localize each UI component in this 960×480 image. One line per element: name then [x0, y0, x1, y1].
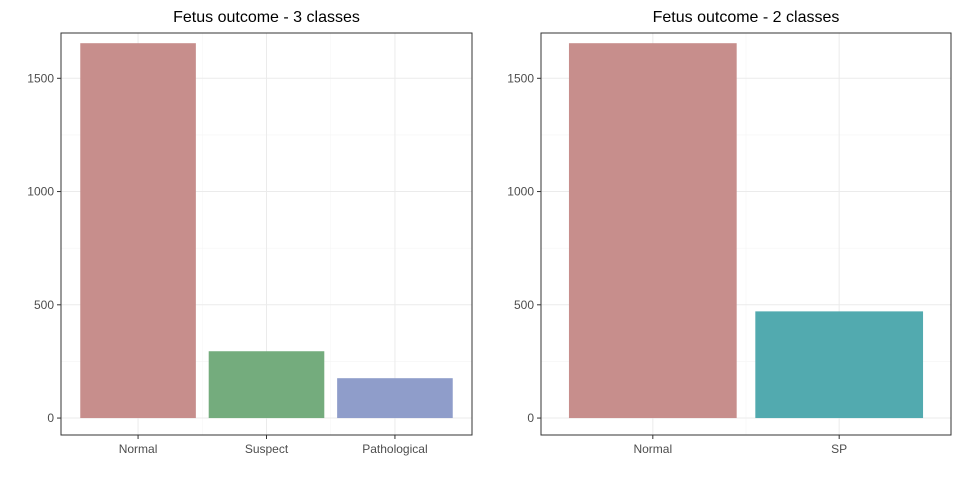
y-tick-label: 1500: [27, 71, 54, 85]
y-tick-label: 1000: [27, 185, 54, 199]
bar-sp: [755, 311, 924, 419]
y-tick-label: 0: [527, 411, 534, 425]
y-tick-label: 1500: [507, 71, 534, 85]
x-tick-label: SP: [831, 442, 847, 456]
panel-border: [540, 32, 952, 436]
x-tick-label: Normal: [633, 442, 672, 456]
y-tick-label: 500: [514, 298, 534, 312]
y-tick-label: 0: [47, 411, 54, 425]
panel-border: [60, 32, 473, 436]
chart-panel-1: 0 500 1000 1500 Normal Suspect Pathological Fet…: [27, 9, 473, 456]
bar-normal: [568, 43, 737, 419]
bar-normal: [80, 43, 196, 419]
x-tick-label: Suspect: [245, 442, 289, 456]
bar-suspect: [208, 351, 325, 419]
chart-title: Fetus outcome - 2 classes: [653, 9, 840, 26]
x-tick-label: Pathological: [362, 442, 427, 456]
y-tick-label: 1000: [507, 185, 534, 199]
x-tick-label: Normal: [119, 442, 158, 456]
bar-pathological: [337, 378, 453, 419]
chart-title: Fetus outcome - 3 classes: [173, 9, 360, 26]
chart-panel-2: 0 500 1000 1500 Normal SP Fetus outcome - 2 cl…: [507, 9, 952, 456]
y-tick-label: 500: [34, 298, 54, 312]
